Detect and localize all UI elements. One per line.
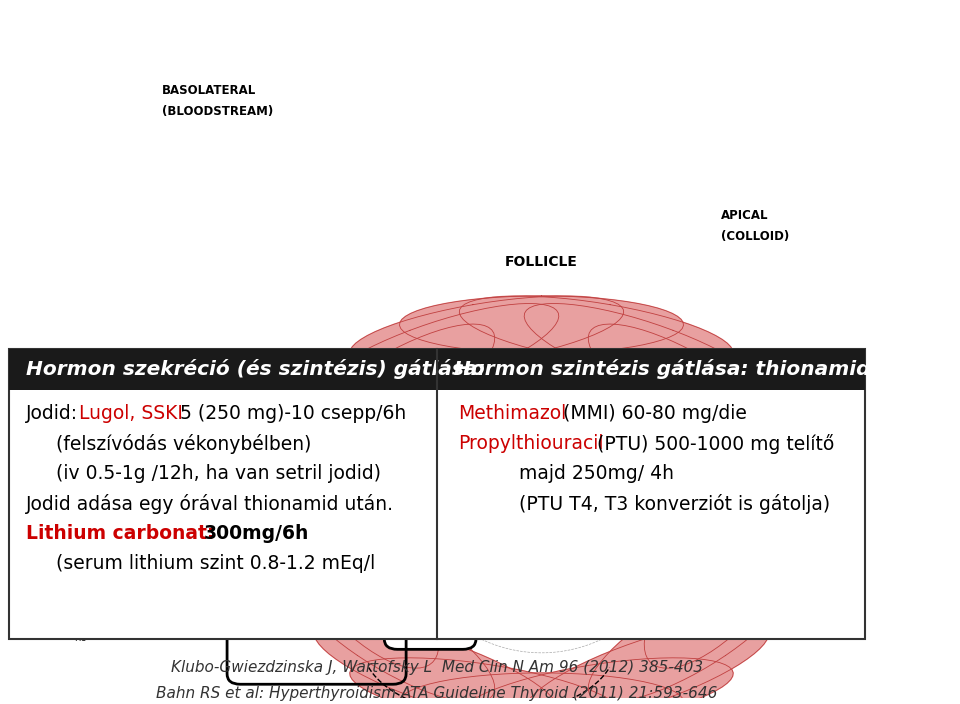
Text: HO-: HO- [74, 634, 90, 643]
Polygon shape [524, 303, 769, 406]
Polygon shape [295, 324, 494, 455]
Text: Lithium carbonat:: Lithium carbonat: [26, 524, 221, 543]
Text: (BLOODSTREAM): (BLOODSTREAM) [161, 105, 273, 118]
Polygon shape [459, 296, 733, 369]
Ellipse shape [406, 498, 433, 514]
Text: (PTU T4, T3 konverziót is gátolja): (PTU T4, T3 konverziót is gátolja) [459, 494, 829, 514]
Text: I: I [370, 453, 373, 463]
FancyBboxPatch shape [437, 349, 865, 389]
Polygon shape [399, 296, 684, 353]
Polygon shape [459, 658, 733, 704]
Polygon shape [682, 404, 786, 569]
Text: FOLLICLE: FOLLICLE [505, 255, 578, 269]
Text: Jodid adása egy órával thionamid után.: Jodid adása egy órával thionamid után. [26, 494, 395, 514]
FancyBboxPatch shape [384, 412, 476, 649]
FancyBboxPatch shape [233, 530, 295, 594]
Polygon shape [682, 458, 786, 622]
Text: 2 Na$^+$: 2 Na$^+$ [166, 444, 222, 463]
Ellipse shape [305, 450, 332, 465]
Polygon shape [644, 358, 792, 512]
Text: Cl$^-$ Channel ?: Cl$^-$ Channel ? [437, 414, 512, 426]
Polygon shape [349, 296, 624, 369]
Text: majd 250mg/ 4h: majd 250mg/ 4h [459, 464, 674, 483]
Polygon shape [291, 515, 439, 668]
Text: I: I [418, 501, 421, 511]
Text: (felszívódás vékonybélben): (felszívódás vékonybélben) [26, 434, 312, 453]
Text: I: I [435, 487, 439, 497]
Text: Propylthiouracil: Propylthiouracil [459, 434, 604, 453]
Polygon shape [644, 515, 792, 668]
Polygon shape [349, 658, 624, 704]
Polygon shape [401, 374, 682, 653]
Text: ATP: ATP [293, 538, 311, 548]
Text: 3 Na$^+$: 3 Na$^+$ [293, 552, 324, 565]
Ellipse shape [244, 450, 271, 465]
Polygon shape [297, 458, 402, 622]
Text: BASOLATERAL: BASOLATERAL [161, 84, 255, 96]
Text: TPO: TPO [428, 493, 447, 503]
Text: (COLLOID): (COLLOID) [721, 230, 789, 244]
Polygon shape [399, 673, 684, 704]
Polygon shape [297, 404, 402, 569]
Text: 2 Na$^+$: 2 Na$^+$ [266, 475, 298, 489]
Text: Bahn RS et al: Hyperthyroidism ATA Guideline Thyroid (2011) 21:593-646: Bahn RS et al: Hyperthyroidism ATA Guide… [156, 686, 717, 701]
Text: Klubo-Gwiezdzinska J, Wartofsky L  Med Clin N Am 96 (2012) 385-403: Klubo-Gwiezdzinska J, Wartofsky L Med Cl… [171, 660, 703, 675]
Text: (serum lithium szint 0.8-1.2 mEq/l: (serum lithium szint 0.8-1.2 mEq/l [26, 553, 375, 572]
Text: 300mg/6h: 300mg/6h [204, 524, 309, 543]
Polygon shape [291, 358, 439, 512]
Text: Jodid:: Jodid: [26, 403, 84, 422]
Text: Lugol, SSKI: Lugol, SSKI [79, 403, 183, 422]
Ellipse shape [358, 450, 385, 465]
Polygon shape [588, 324, 788, 455]
Text: (PTU) 500-1000 mg telítő: (PTU) 500-1000 mg telítő [591, 434, 834, 453]
Text: Methimazol: Methimazol [459, 403, 566, 422]
Text: ADP + P$_i$: ADP + P$_i$ [293, 572, 337, 586]
FancyBboxPatch shape [9, 349, 865, 639]
Text: Hormon szekréció (és szintézis) gátlása:: Hormon szekréció (és szintézis) gátlása: [26, 359, 486, 379]
Polygon shape [524, 621, 769, 704]
Text: 5 (250 mg)-10 csepp/6h: 5 (250 mg)-10 csepp/6h [174, 403, 406, 422]
Polygon shape [314, 621, 559, 704]
Text: (iv 0.5-1g /12h, ha van setril jodid): (iv 0.5-1g /12h, ha van setril jodid) [26, 464, 381, 483]
FancyBboxPatch shape [9, 349, 437, 389]
Polygon shape [314, 303, 559, 406]
Text: I: I [317, 453, 321, 463]
Ellipse shape [425, 486, 447, 498]
Polygon shape [588, 571, 788, 703]
Polygon shape [295, 571, 494, 703]
Text: I: I [255, 453, 259, 463]
Text: Hormon szintézis gátlása: thionamidok: Hormon szintézis gátlása: thionamidok [454, 359, 898, 379]
Text: APICAL: APICAL [721, 210, 768, 222]
Text: ↑
↓: ↑ ↓ [257, 551, 267, 573]
Text: (MMI) 60-80 mg/die: (MMI) 60-80 mg/die [557, 403, 747, 422]
Text: 2 K$^+$: 2 K$^+$ [205, 568, 229, 582]
